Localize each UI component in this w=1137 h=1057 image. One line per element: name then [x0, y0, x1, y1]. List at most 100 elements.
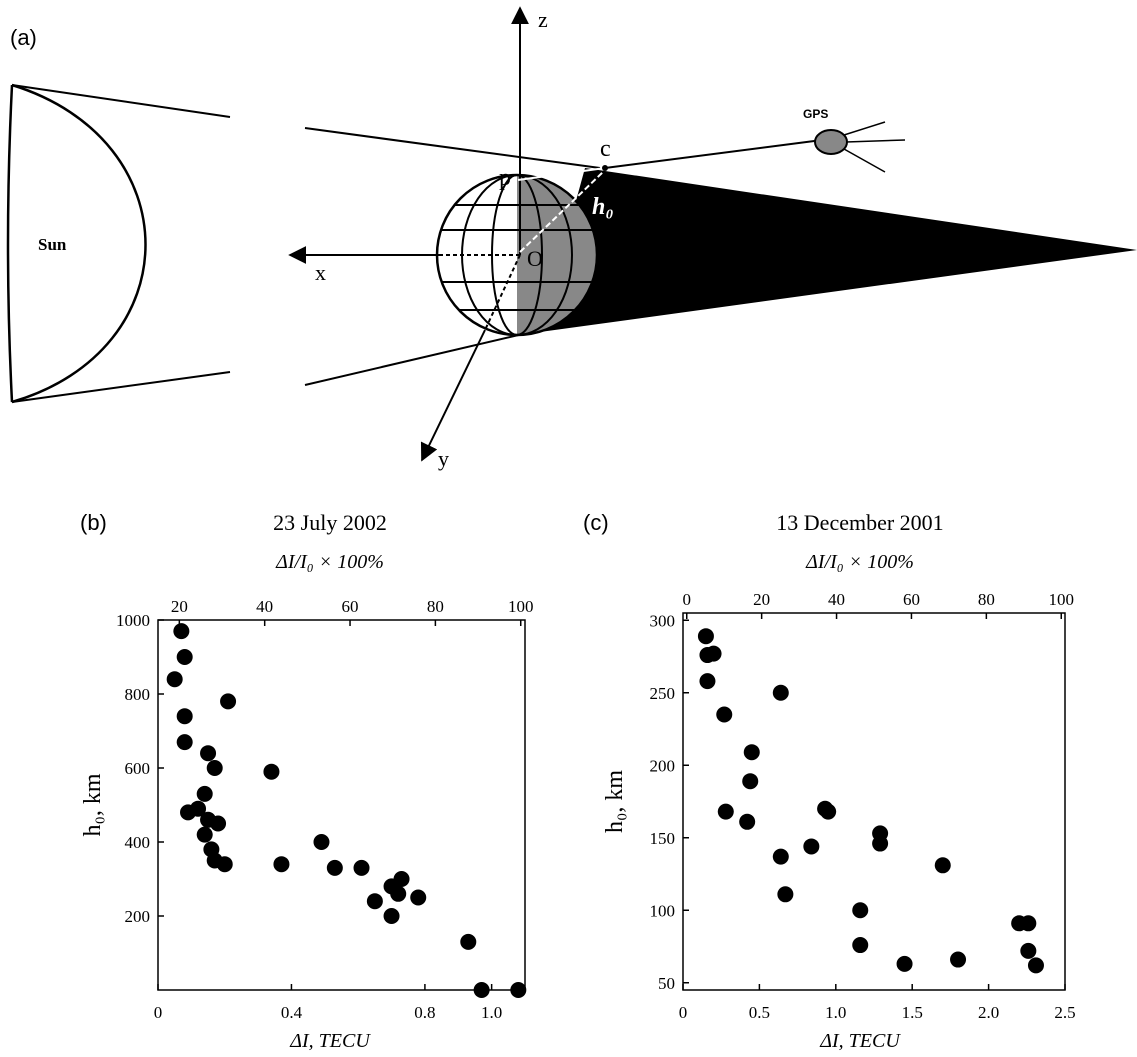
y-label: y — [438, 446, 449, 471]
antenna — [843, 121, 906, 173]
cone-line — [11, 84, 231, 118]
scatter-point — [739, 813, 756, 830]
scatter-point — [273, 856, 290, 873]
x2-tick-label: 40 — [828, 590, 845, 609]
x-tick-label: 1.0 — [481, 1003, 502, 1022]
x2-tick-label: 80 — [978, 590, 995, 609]
y-axis-title: h₀, km — [602, 770, 628, 833]
p-label: p — [499, 165, 511, 191]
scatter-point — [166, 671, 183, 688]
gps-line — [604, 139, 823, 169]
scatter-point — [717, 803, 734, 820]
x-tick-label: 0.8 — [414, 1003, 435, 1022]
x2-tick-label: 60 — [903, 590, 920, 609]
x2-tick-label: 100 — [508, 597, 534, 616]
scatter-point — [950, 951, 967, 968]
panel-label: (a) — [10, 25, 37, 50]
x2-tick-label: 60 — [342, 597, 359, 616]
x2-tick-label: 80 — [427, 597, 444, 616]
x-tick-label: 1.0 — [825, 1003, 846, 1022]
scatter-point — [196, 826, 213, 843]
shadow — [540, 168, 1137, 332]
scatter-point — [206, 760, 223, 776]
scatter-point — [852, 937, 869, 954]
x-label: x — [315, 260, 326, 285]
x-tick-label: 1.5 — [902, 1003, 923, 1022]
x-tick-label: 0 — [154, 1003, 163, 1022]
x2-tick-label: 20 — [171, 597, 188, 616]
x-axis-title: ΔI, TECU — [289, 1030, 371, 1052]
scatter-point — [210, 815, 227, 832]
c-label: c — [600, 136, 611, 162]
h-label: h₀ — [592, 194, 614, 220]
diagram: (a) Sun GP — [6, 6, 1137, 471]
scatter-point — [1027, 957, 1044, 974]
panel-label: (c) — [583, 510, 609, 535]
scatter-point — [383, 908, 400, 924]
scatter-point — [366, 893, 383, 910]
point-c — [602, 165, 608, 171]
y-tick-label: 400 — [125, 833, 151, 852]
y-axis-title: h₀, km — [80, 773, 106, 836]
scatter-point — [510, 982, 527, 998]
y-axis — [420, 329, 486, 462]
scatter-point — [176, 649, 193, 665]
h-line — [519, 171, 604, 253]
sun-label: Sun — [38, 235, 67, 254]
cone-line — [304, 329, 541, 386]
scatter-point — [699, 673, 716, 690]
y-tick-label: 100 — [650, 901, 676, 920]
chart-title: 23 July 2002 — [273, 510, 387, 535]
scatter-point — [777, 886, 794, 903]
scatter-point — [872, 835, 889, 852]
x-tick-label: 2.5 — [1054, 1003, 1075, 1022]
y-tick-label: 200 — [650, 756, 676, 775]
scatter-point — [216, 856, 233, 873]
plot-frame — [682, 612, 1066, 991]
scatter-point — [176, 734, 193, 751]
x2-tick-label: 0 — [682, 590, 691, 609]
scatter-point — [705, 645, 722, 662]
x-tick-label: 2.0 — [978, 1003, 999, 1022]
scatter-point — [263, 763, 280, 780]
scatter-point — [743, 744, 760, 761]
scatter-point — [313, 834, 330, 850]
x-axis-title: ΔI, TECU — [819, 1030, 901, 1052]
scatter-point — [820, 803, 837, 820]
cone-line — [304, 127, 601, 169]
o-label: O — [527, 246, 543, 271]
scatter-point — [1020, 942, 1037, 959]
satellite — [814, 129, 848, 155]
y-tick-label: 50 — [658, 974, 675, 993]
x-tick-label: 0 — [679, 1003, 688, 1022]
x2-tick-label: 100 — [1049, 590, 1075, 609]
scatter-point — [190, 800, 207, 817]
scatter-point — [353, 859, 370, 876]
scatter-point — [200, 745, 217, 762]
x2-tick-label: 40 — [256, 597, 273, 616]
scatter-point — [473, 982, 490, 998]
gps-label: GPS — [803, 107, 828, 121]
scatter-point — [803, 838, 820, 855]
scatter-point — [697, 628, 714, 645]
scatter-point — [393, 871, 410, 887]
x2-tick-label: 20 — [753, 590, 770, 609]
y-tick-label: 1000 — [116, 611, 150, 630]
x2-axis-title: ΔI/I₀ × 100% — [805, 551, 914, 573]
z-label: z — [538, 7, 548, 32]
plot-frame — [157, 619, 526, 991]
scatter-point — [410, 889, 427, 906]
p-line — [517, 167, 606, 181]
y-tick-label: 200 — [125, 907, 151, 926]
scatter-point — [934, 857, 951, 874]
scatter-point — [196, 785, 213, 802]
y-tick-label: 250 — [650, 684, 676, 703]
scatter-point — [1020, 915, 1037, 932]
scatter-point — [220, 693, 237, 710]
panel-label: (b) — [80, 510, 107, 535]
y-tick-label: 800 — [125, 685, 151, 704]
x2-axis-title: ΔI/I₀ × 100% — [275, 551, 384, 573]
scatter-point — [716, 706, 733, 723]
